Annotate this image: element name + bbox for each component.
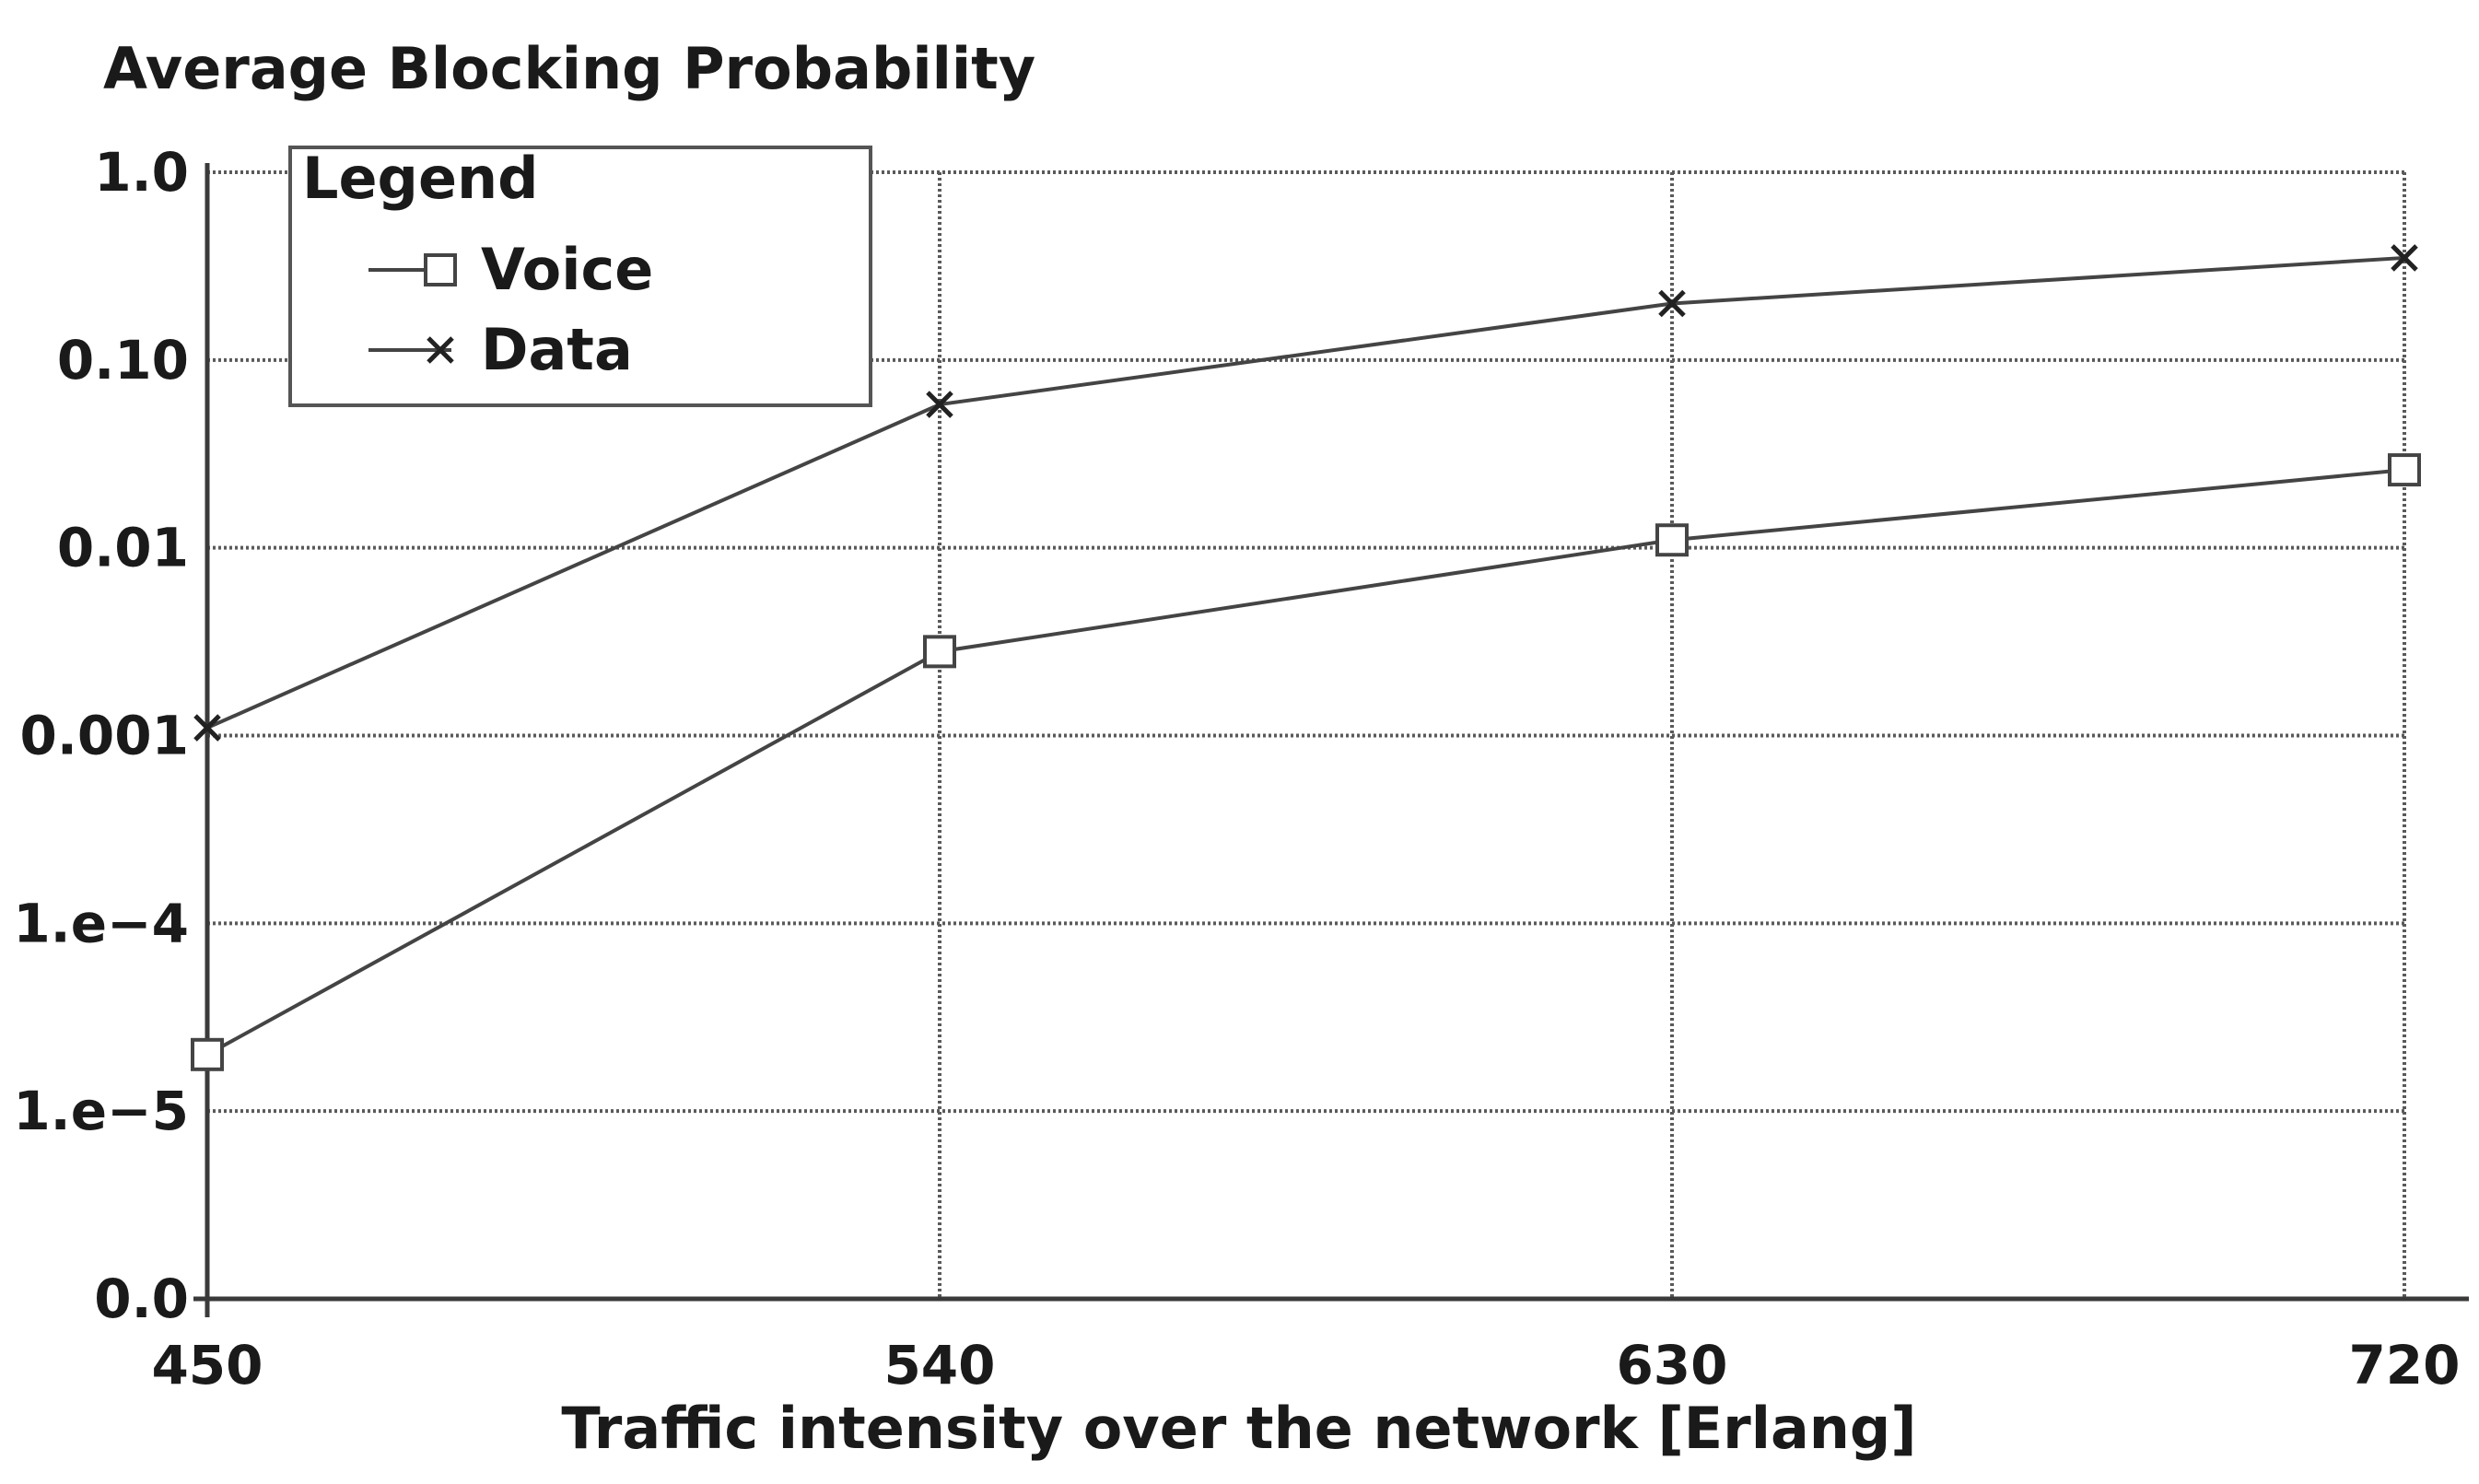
x-tick-label: 720 (2348, 1334, 2460, 1396)
y-tick-label: 0.01 (57, 517, 189, 579)
legend-item-voice: Voice (368, 236, 653, 303)
data-point-voice (2388, 453, 2421, 487)
x-tick-label: 630 (1616, 1334, 1727, 1396)
x-tick-labels: 450 540 630 720 (151, 1334, 2460, 1396)
data-point-voice (1655, 523, 1689, 557)
series-line-voice (206, 468, 2405, 1057)
legend-items: Voice Data (368, 236, 653, 383)
data-point-data (926, 391, 953, 418)
data-point-voice (191, 1037, 224, 1071)
legend-item-data: Data (368, 316, 633, 383)
series-line-data (206, 255, 2405, 730)
marker-x-stroke (2391, 244, 2418, 272)
y-tick-label: 0.0 (94, 1268, 189, 1330)
data-point-data (1658, 289, 1686, 318)
series (191, 244, 2421, 1071)
data-point-voice (923, 635, 956, 669)
y-tick-label: 0.10 (57, 329, 189, 391)
axes (193, 163, 2469, 1317)
legend-label: Data (481, 316, 633, 383)
data-point-data (2391, 244, 2418, 272)
chart-title: Average Blocking Probability (103, 35, 1035, 102)
legend-marker-data (427, 336, 454, 364)
legend-label: Voice (481, 236, 653, 303)
data-point-data (193, 714, 221, 742)
x-axis-label: Traffic intensity over the network [Erla… (561, 1395, 1916, 1462)
y-tick-label: 0.001 (20, 705, 189, 767)
marker-x-stroke (926, 391, 953, 418)
y-tick-label: 1.e−5 (13, 1080, 189, 1142)
marker-x-stroke (1658, 289, 1686, 318)
legend: Legend Voice Data (288, 145, 872, 407)
x-tick-label: 450 (151, 1334, 263, 1396)
marker-x-stroke (193, 714, 221, 742)
legend-box (288, 146, 872, 407)
marker-x-stroke (427, 336, 454, 364)
legend-marker-voice (424, 253, 457, 286)
y-tick-label: 1.e−4 (13, 892, 189, 954)
legend-title: Legend (302, 145, 539, 212)
y-tick-labels: 1.0 0.10 0.01 0.001 1.e−4 1.e−5 0.0 (13, 141, 189, 1330)
y-tick-label: 1.0 (94, 141, 189, 204)
x-tick-label: 540 (883, 1334, 995, 1396)
